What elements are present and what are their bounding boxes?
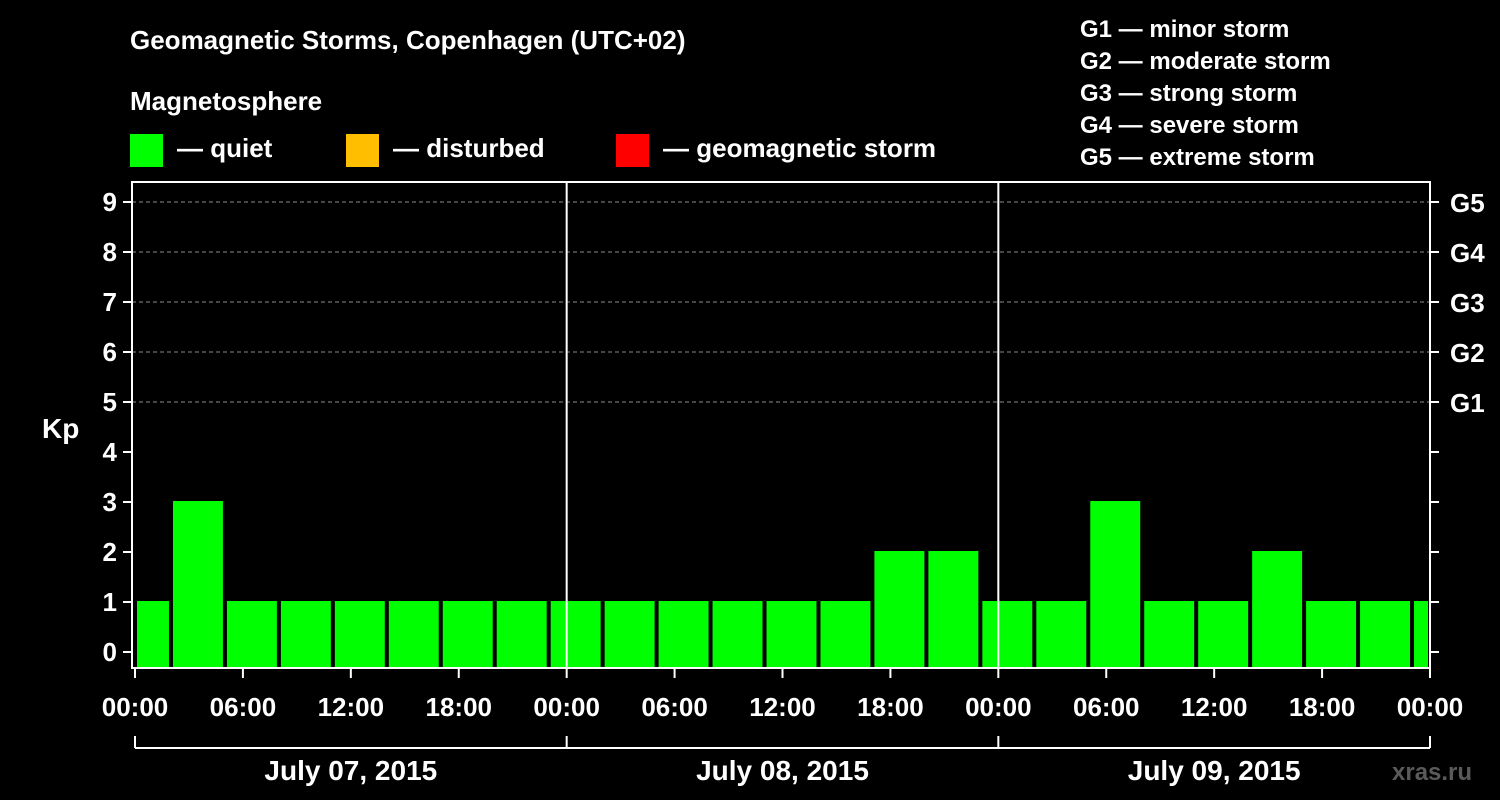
x-tick-label: 12:00 — [749, 692, 816, 722]
x-tick-label: 18:00 — [426, 692, 493, 722]
kp-bar — [1090, 501, 1141, 668]
kp-bar — [1414, 601, 1428, 668]
x-tick-label: 18:00 — [1289, 692, 1356, 722]
watermark: xras.ru — [1392, 759, 1472, 786]
scale-g3: G3 — strong storm — [1080, 80, 1297, 107]
x-tick-label: 00:00 — [533, 692, 600, 722]
legend-label-storm: — geomagnetic storm — [663, 133, 936, 163]
storm-level-label: G1 — [1450, 388, 1485, 418]
kp-bar — [820, 601, 871, 668]
kp-bar — [766, 601, 817, 668]
x-tick-label: 06:00 — [1073, 692, 1140, 722]
bars — [137, 501, 1428, 668]
y-tick-label: 7 — [103, 287, 117, 317]
x-tick-label: 06:00 — [641, 692, 708, 722]
y-axis-label: Kp — [42, 413, 79, 444]
scale-g2: G2 — moderate storm — [1080, 48, 1331, 75]
x-axis: 00:00 06:00 12:00 18:00 00:00 06:00 12:00 18:00… — [102, 668, 1464, 722]
scale-g5: G5 — extreme storm — [1080, 144, 1315, 171]
day-label: July 08, 2015 — [696, 755, 869, 786]
legend-swatch-quiet — [130, 134, 163, 167]
kp-bar — [496, 601, 547, 668]
chart-title: Geomagnetic Storms, Copenhagen (UTC+02) — [130, 25, 685, 55]
kp-bar — [226, 601, 277, 668]
legend-swatch-storm — [616, 134, 649, 167]
kp-bar — [1144, 601, 1195, 668]
y-axis: 0 1 2 3 4 5 6 7 8 9 — [103, 187, 132, 667]
kp-bar — [388, 601, 439, 668]
x-tick-label: 00:00 — [1397, 692, 1464, 722]
day-label: July 07, 2015 — [264, 755, 437, 786]
x-tick-label: 12:00 — [318, 692, 385, 722]
legend-swatch-disturbed — [346, 134, 379, 167]
storm-level-label: G5 — [1450, 188, 1485, 218]
kp-bar — [442, 601, 493, 668]
kp-bar — [172, 501, 223, 668]
x-tick-label: 00:00 — [102, 692, 169, 722]
legend-heading: Magnetosphere — [130, 86, 322, 116]
kp-bar — [1036, 601, 1087, 668]
gridlines — [132, 201, 1430, 403]
legend-label-quiet: — quiet — [177, 133, 273, 163]
kp-bar — [1252, 551, 1303, 668]
storm-level-label: G4 — [1450, 238, 1485, 268]
x-tick-label: 00:00 — [965, 692, 1032, 722]
y-tick-label: 9 — [103, 187, 117, 217]
storm-axis: G1 G2 G3 G4 G5 — [1430, 188, 1485, 653]
kp-bar — [137, 601, 169, 668]
legend-label-disturbed: — disturbed — [393, 133, 545, 163]
scale-g1: G1 — minor storm — [1080, 16, 1289, 43]
kp-bar — [1198, 601, 1249, 668]
kp-bar — [874, 551, 925, 668]
y-tick-label: 8 — [103, 237, 117, 267]
scale-g4: G4 — severe storm — [1080, 112, 1299, 139]
y-tick-label: 4 — [103, 437, 118, 467]
x-tick-label: 06:00 — [210, 692, 277, 722]
kp-bar — [712, 601, 763, 668]
kp-bar — [928, 551, 979, 668]
y-tick-label: 6 — [103, 337, 117, 367]
kp-bar — [1306, 601, 1357, 668]
x-tick-label: 12:00 — [1181, 692, 1248, 722]
y-tick-label: 1 — [103, 587, 117, 617]
plot-frame — [131, 181, 1431, 669]
day-label: July 09, 2015 — [1128, 755, 1301, 786]
kp-bar — [604, 601, 655, 668]
kp-bar — [280, 601, 331, 668]
day-labels: July 07, 2015 July 08, 2015 July 09, 2015 — [134, 736, 1431, 786]
kp-bar — [550, 601, 601, 668]
kp-bar — [1360, 601, 1411, 668]
y-tick-label: 5 — [103, 387, 117, 417]
plot-border — [131, 181, 1431, 669]
kp-bar — [334, 601, 385, 668]
x-tick-label: 18:00 — [857, 692, 924, 722]
kp-bar — [658, 601, 709, 668]
y-tick-label: 3 — [103, 487, 117, 517]
storm-level-label: G3 — [1450, 288, 1485, 318]
y-tick-label: 0 — [103, 637, 117, 667]
kp-bar — [982, 601, 1033, 668]
y-tick-label: 2 — [103, 537, 117, 567]
storm-level-label: G2 — [1450, 338, 1485, 368]
